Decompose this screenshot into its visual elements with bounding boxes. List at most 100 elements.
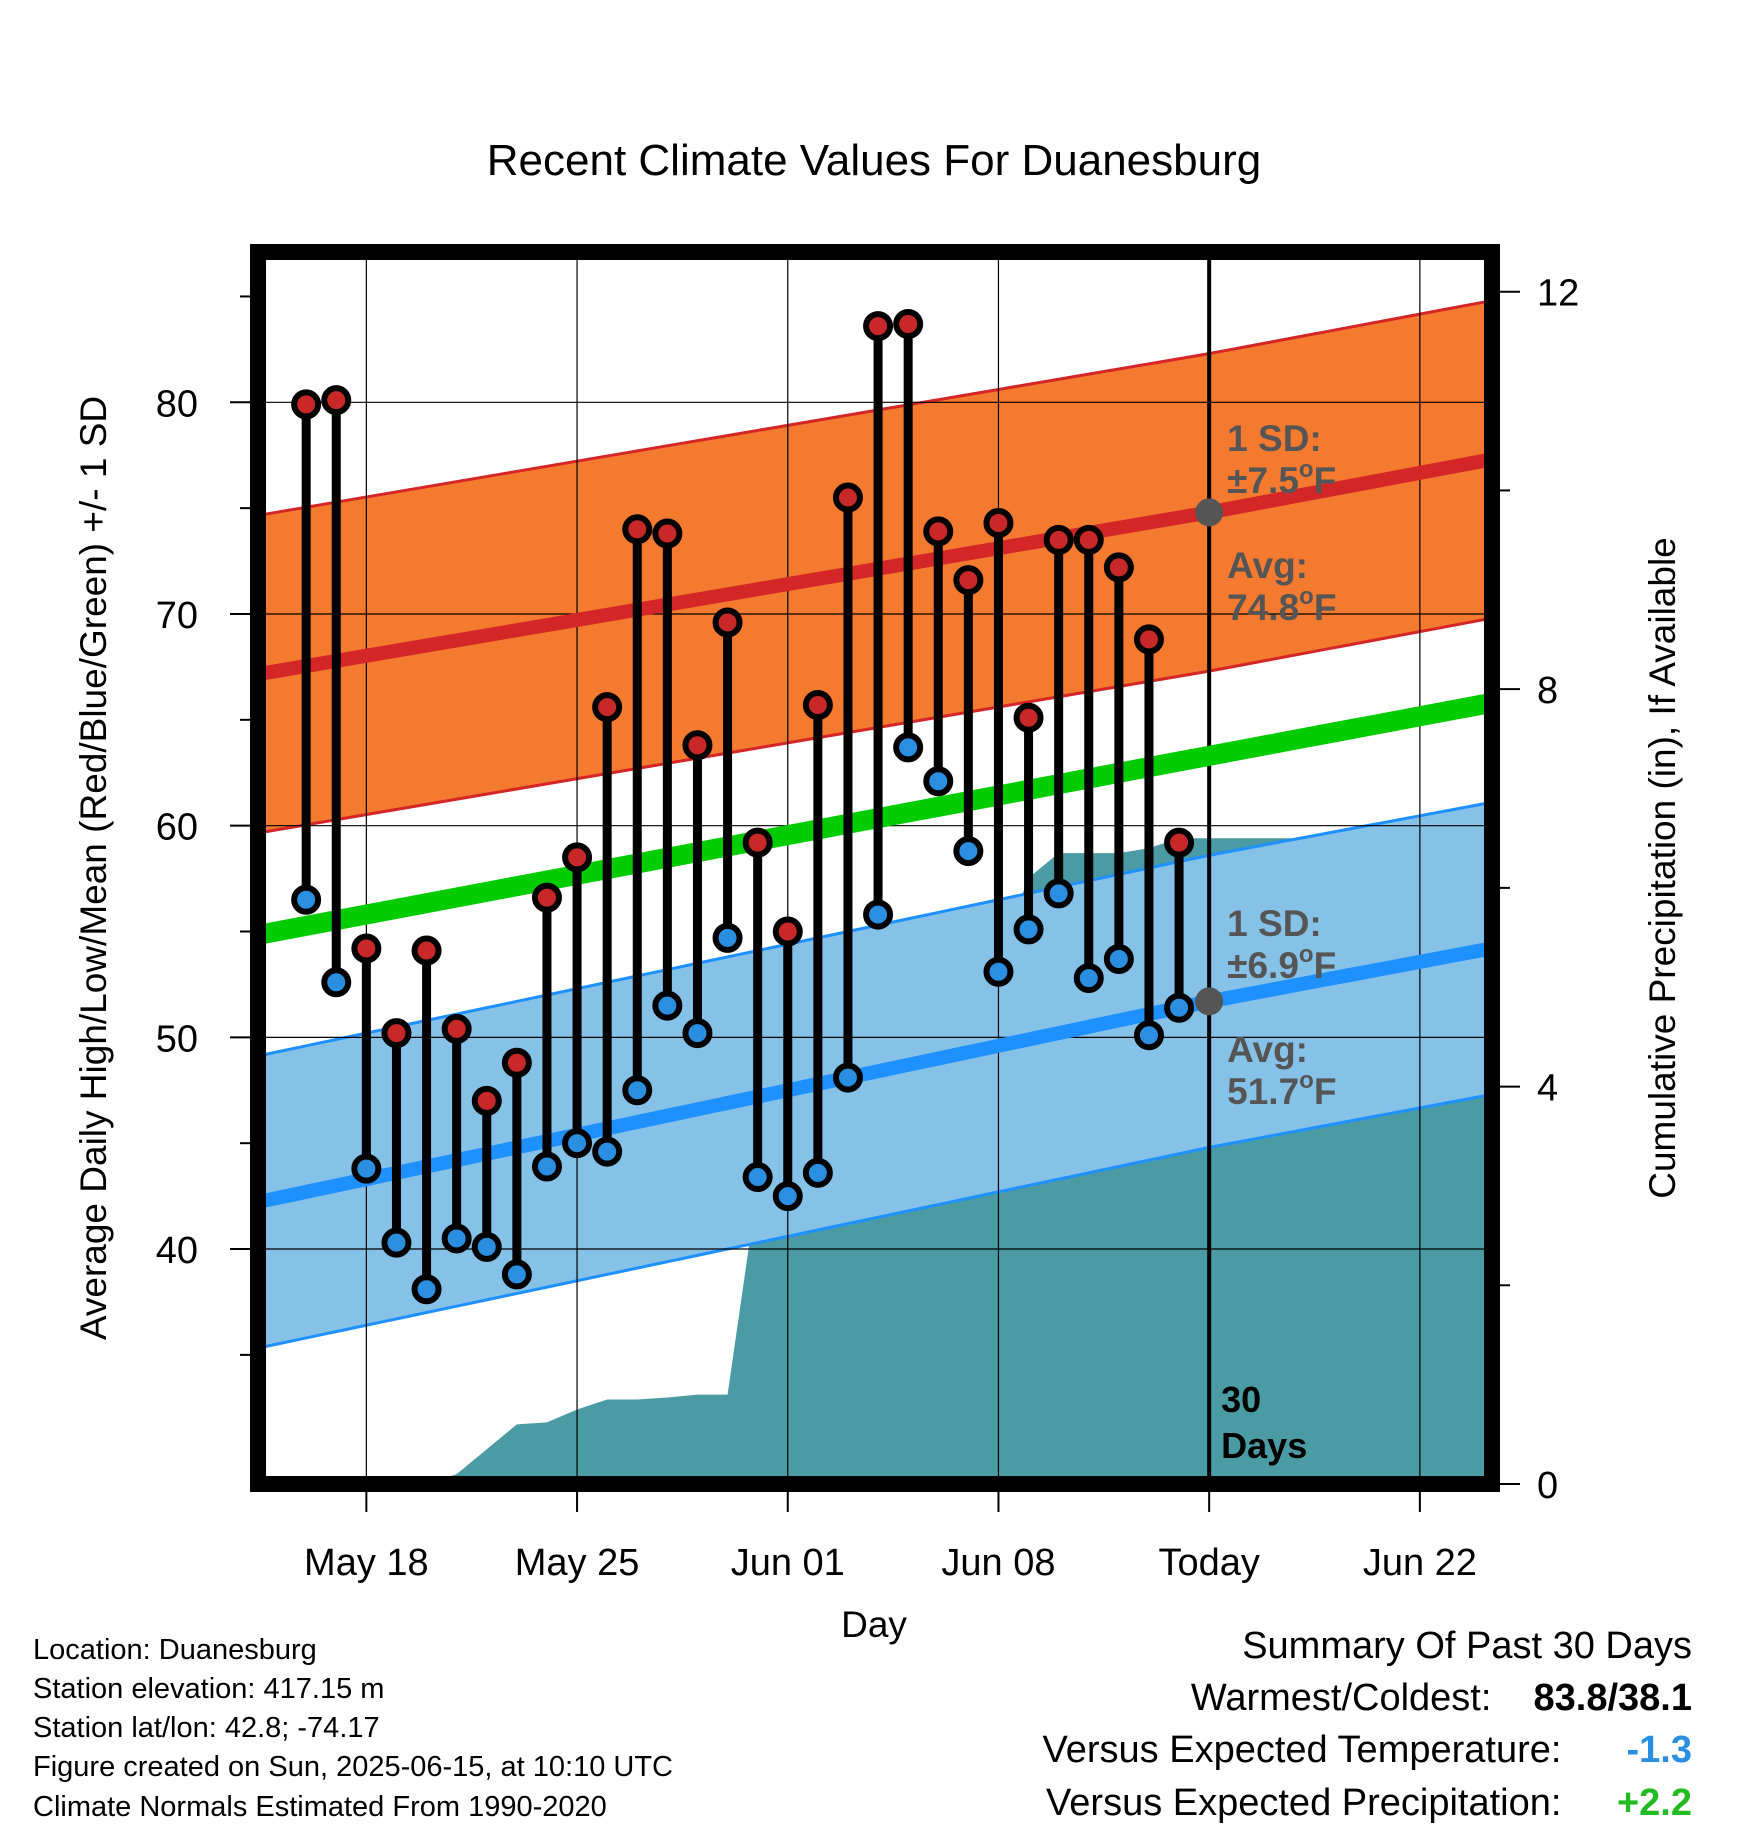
- daily-high-point: [1013, 702, 1044, 733]
- daily-high-point: [441, 1013, 472, 1044]
- daily-high-point: [622, 514, 653, 545]
- y-tick-label: 40: [156, 1230, 198, 1272]
- daily-high-point: [953, 565, 984, 596]
- daily-high-point: [1043, 524, 1074, 555]
- daily-low-point: [863, 899, 894, 930]
- daily-high-point: [712, 607, 743, 638]
- summary-warm-cold-value: 83.8/38.1: [1533, 1677, 1692, 1719]
- low-normal-line: [256, 941, 1494, 1209]
- summary-heading: Summary Of Past 30 Days: [1242, 1625, 1692, 1667]
- daily-low-point: [1133, 1020, 1164, 1051]
- daily-low-point: [1013, 914, 1044, 945]
- y-tick-label: 80: [156, 383, 198, 425]
- daily-high-point: [351, 933, 382, 964]
- axes-layer: 40 50 60 70 80 0 4 8 12 May 18 May 25 Jun 01 Jun 08 T…: [156, 244, 1579, 1584]
- bars-layer: [301, 323, 1184, 1290]
- daily-low-point: [772, 1181, 803, 1212]
- daily-low-point: [1043, 878, 1074, 909]
- footer-elevation: Station elevation: 417.15 m: [33, 1673, 385, 1705]
- daily-high-point: [1103, 552, 1134, 583]
- x-tick-label: May 18: [304, 1542, 429, 1584]
- daily-high-point: [562, 842, 593, 873]
- daily-low-point: [411, 1274, 442, 1305]
- daily-low-point: [441, 1223, 472, 1254]
- daily-low-point: [652, 990, 683, 1021]
- daily-low-point: [802, 1157, 833, 1188]
- markers-layer: [291, 308, 1224, 1305]
- daily-low-point: [501, 1259, 532, 1290]
- high-sd-note-value: ±7.5oF: [1227, 456, 1336, 501]
- x-tick-label: May 25: [515, 1542, 640, 1584]
- daily-low-point: [682, 1018, 713, 1049]
- x-tick-label: Today: [1158, 1542, 1259, 1584]
- y2-tick-label: 8: [1537, 670, 1558, 712]
- daily-low-point: [983, 956, 1014, 987]
- summary-precip-row: Versus Expected Precipitation: +2.2: [1046, 1784, 1692, 1822]
- y-tick-label: 70: [156, 595, 198, 637]
- daily-high-point: [411, 935, 442, 966]
- daily-high-point: [1164, 827, 1195, 858]
- high-avg-note-value: 74.8oF: [1227, 583, 1336, 628]
- x-axis-label: Day: [841, 1604, 907, 1645]
- plot-frame: [250, 244, 1500, 1492]
- daily-low-point: [1103, 944, 1134, 975]
- low-sd-band-lower-edge: [257, 1092, 1493, 1350]
- y2-tick-label: 0: [1537, 1465, 1558, 1507]
- daily-low-point: [893, 732, 924, 763]
- y2-tick-label: 12: [1537, 273, 1579, 315]
- daily-low-point: [351, 1153, 382, 1184]
- daily-high-point: [742, 827, 773, 858]
- daily-low-point: [832, 1062, 863, 1093]
- footer-latlon: Station lat/lon: 42.8; -74.17: [33, 1712, 380, 1744]
- daily-high-point: [321, 385, 352, 416]
- daily-high-point: [772, 916, 803, 947]
- footer-normals: Climate Normals Estimated From 1990-2020: [33, 1791, 607, 1823]
- daily-high-point: [381, 1018, 412, 1049]
- daily-low-point: [923, 766, 954, 797]
- summary-warm-cold-label: Warmest/Coldest:: [1190, 1677, 1492, 1719]
- daily-low-point: [531, 1151, 562, 1182]
- daily-low-point: [953, 836, 984, 867]
- summary-temp-row: Versus Expected Temperature: -1.3: [1043, 1731, 1692, 1769]
- y-axis-label: Average Daily High/Low/Mean (Red/Blue/Gr…: [73, 396, 114, 1340]
- chart-title: Recent Climate Values For Duanesburg: [487, 136, 1261, 185]
- window-days-number: 30: [1221, 1379, 1261, 1420]
- daily-high-point: [531, 882, 562, 913]
- daily-high-point: [682, 730, 713, 761]
- daily-low-point: [1073, 963, 1104, 994]
- y-tick-label: 50: [156, 1018, 198, 1060]
- x-tick-label: Jun 01: [731, 1542, 845, 1584]
- x-tick-label: Jun 08: [941, 1542, 1055, 1584]
- daily-high-point: [863, 311, 894, 342]
- footer-location: Location: Duanesburg: [33, 1634, 317, 1666]
- high-sd-note-label: 1 SD:: [1227, 418, 1322, 459]
- daily-low-point: [471, 1231, 502, 1262]
- summary-temp-value: -1.3: [1626, 1729, 1692, 1771]
- daily-high-point: [592, 692, 623, 723]
- low-sd-note-label: 1 SD:: [1227, 903, 1322, 944]
- daily-high-point: [471, 1085, 502, 1116]
- daily-low-point: [562, 1128, 593, 1159]
- y2-tick-label: 4: [1537, 1068, 1558, 1110]
- daily-high-point: [923, 516, 954, 547]
- today-low-normal-point: [1195, 987, 1224, 1016]
- summary-precip-value: +2.2: [1616, 1782, 1692, 1824]
- daily-low-point: [1164, 992, 1195, 1023]
- y-tick-label: 60: [156, 807, 198, 849]
- daily-high-point: [983, 507, 1014, 538]
- window-days-label: Days: [1221, 1425, 1307, 1466]
- low-avg-note-label: Avg:: [1227, 1029, 1308, 1070]
- daily-low-point: [291, 884, 322, 915]
- daily-low-point: [742, 1162, 773, 1193]
- today-high-normal-point: [1195, 498, 1224, 527]
- y2-axis-label: Cumulative Precipitation (in), If Availa…: [1642, 537, 1683, 1199]
- daily-high-point: [1073, 524, 1104, 555]
- daily-high-point: [832, 482, 863, 513]
- x-tick-label: Jun 22: [1363, 1542, 1477, 1584]
- daily-low-point: [622, 1075, 653, 1106]
- daily-high-point: [291, 389, 322, 420]
- daily-low-point: [321, 967, 352, 998]
- summary-precip-label: Versus Expected Precipitation:: [1046, 1782, 1562, 1824]
